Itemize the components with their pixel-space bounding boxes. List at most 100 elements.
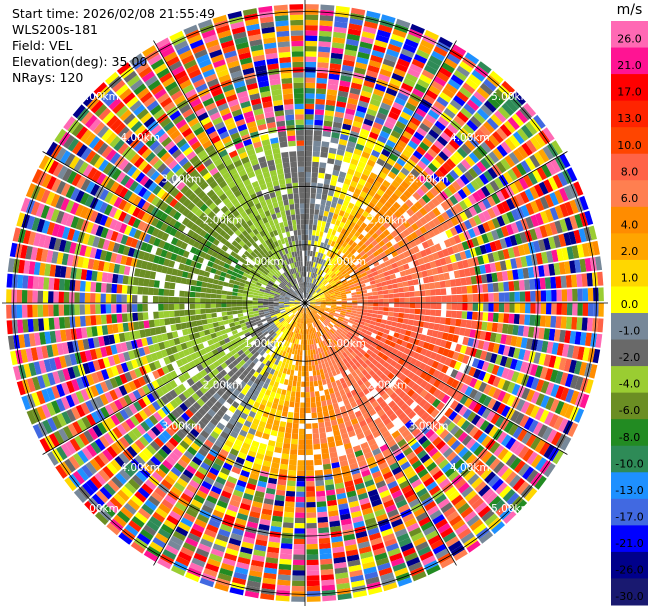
range-gate bbox=[455, 177, 466, 188]
range-gate bbox=[429, 336, 437, 345]
range-gate bbox=[357, 352, 364, 359]
range-gate bbox=[306, 276, 308, 283]
range-gate bbox=[347, 168, 355, 176]
range-gate bbox=[423, 392, 433, 402]
range-gate bbox=[473, 112, 486, 124]
range-gate bbox=[329, 63, 342, 70]
range-gate bbox=[222, 413, 231, 422]
range-gate bbox=[479, 264, 487, 274]
range-gate bbox=[426, 60, 440, 71]
range-gate bbox=[518, 348, 526, 360]
range-gate bbox=[111, 294, 117, 303]
range-gate bbox=[453, 115, 466, 127]
range-gate bbox=[467, 473, 480, 486]
range-gate bbox=[95, 304, 101, 314]
range-gate bbox=[282, 405, 289, 412]
range-gate bbox=[58, 304, 65, 316]
range-gate bbox=[319, 542, 331, 550]
range-gate bbox=[399, 193, 409, 203]
range-gate bbox=[342, 123, 352, 131]
range-gate bbox=[291, 386, 297, 392]
range-gate bbox=[500, 334, 507, 345]
range-gate bbox=[305, 261, 307, 267]
range-gate bbox=[300, 339, 304, 345]
range-gate bbox=[525, 291, 531, 302]
range-gate bbox=[499, 355, 508, 367]
range-gate bbox=[425, 289, 431, 296]
range-gate bbox=[382, 311, 389, 316]
range-gate bbox=[356, 138, 366, 146]
range-gate bbox=[456, 111, 469, 123]
range-gate bbox=[536, 339, 544, 352]
range-gate bbox=[318, 236, 323, 243]
range-gate bbox=[453, 458, 465, 470]
range-gate bbox=[163, 311, 170, 318]
range-gate bbox=[368, 324, 375, 329]
range-gate bbox=[370, 352, 378, 359]
range-gate bbox=[330, 259, 336, 265]
range-gate bbox=[348, 185, 356, 193]
range-gate bbox=[444, 466, 456, 478]
range-gate bbox=[429, 282, 436, 290]
range-gate bbox=[329, 290, 335, 294]
range-gate bbox=[527, 171, 538, 185]
range-gate bbox=[509, 234, 518, 246]
range-gate bbox=[378, 217, 387, 225]
range-gate bbox=[321, 584, 336, 591]
range-gate bbox=[407, 97, 420, 107]
range-gate bbox=[374, 213, 382, 221]
range-gate bbox=[305, 381, 310, 387]
range-gate bbox=[336, 214, 343, 222]
range-gate bbox=[383, 303, 389, 307]
range-gate bbox=[320, 151, 328, 158]
range-gate bbox=[453, 270, 461, 279]
range-gate bbox=[351, 235, 358, 242]
range-gate bbox=[333, 267, 339, 274]
range-gate bbox=[430, 80, 444, 91]
range-gate bbox=[420, 184, 429, 194]
range-gate bbox=[319, 284, 325, 289]
range-gate bbox=[316, 369, 321, 376]
range-gate bbox=[367, 243, 374, 250]
range-gate bbox=[553, 262, 561, 276]
range-gate bbox=[567, 344, 575, 358]
range-gate bbox=[408, 337, 415, 344]
range-gate bbox=[489, 262, 497, 273]
range-gate bbox=[459, 211, 468, 222]
range-gate bbox=[518, 463, 530, 477]
range-gate bbox=[403, 335, 410, 342]
range-gate bbox=[314, 109, 325, 116]
range-gate bbox=[342, 351, 348, 358]
range-gate bbox=[331, 318, 337, 323]
range-gate bbox=[287, 480, 296, 487]
range-gate bbox=[322, 458, 331, 465]
range-gate bbox=[215, 303, 222, 308]
range-gate bbox=[226, 307, 232, 312]
range-gate bbox=[501, 468, 513, 481]
range-gate bbox=[325, 104, 335, 112]
range-gate bbox=[422, 356, 430, 365]
range-gate bbox=[472, 429, 484, 441]
range-gate bbox=[312, 370, 317, 376]
range-gate bbox=[507, 324, 514, 335]
range-gate bbox=[512, 131, 525, 145]
range-gate bbox=[317, 522, 329, 529]
range-gate bbox=[592, 240, 600, 256]
range-gate bbox=[315, 364, 320, 371]
range-gate bbox=[534, 365, 544, 378]
range-gate bbox=[376, 286, 383, 292]
range-gate bbox=[504, 292, 510, 302]
range-gate bbox=[407, 172, 417, 182]
range-gate bbox=[319, 548, 332, 555]
range-gate bbox=[311, 290, 315, 295]
range-gate bbox=[350, 401, 358, 409]
range-gate bbox=[461, 311, 468, 319]
range-gate bbox=[310, 289, 315, 295]
range-gate bbox=[386, 388, 394, 396]
range-gate bbox=[370, 425, 379, 434]
range-gate bbox=[497, 344, 506, 355]
range-gate bbox=[424, 64, 438, 76]
range-gate bbox=[445, 173, 455, 184]
range-gate bbox=[440, 527, 454, 539]
range-gate bbox=[326, 275, 331, 281]
